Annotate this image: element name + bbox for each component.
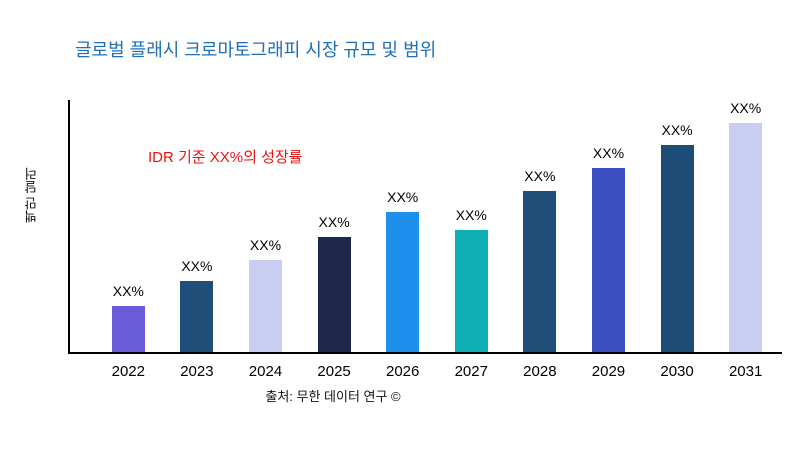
x-axis-tick-label: 2022 (111, 363, 145, 380)
bar-value-label: XX% (387, 188, 419, 205)
bar-slot: XX% 2027 (437, 100, 506, 380)
bar-value-label: XX% (592, 145, 625, 161)
bar-2024 (248, 260, 282, 352)
bar-2031 (729, 123, 763, 352)
x-axis-tick-label: 2027 (454, 363, 488, 380)
growth-annotation: IDR 기준 XX%의 성장률 (148, 149, 303, 166)
bar-value-label: XX% (455, 207, 487, 224)
x-axis-tick-label: 2026 (385, 363, 420, 380)
bar-value-label: XX% (112, 283, 144, 299)
bar-slot: XX% 2031 (711, 100, 780, 380)
chart-title: 글로벌 플래시 크로마토그래피 시장 규모 및 범위 (75, 40, 437, 60)
bar-value-label: XX% (661, 122, 693, 138)
bar-value-label: XX% (524, 168, 556, 184)
bar-slot: XX% 2026 (368, 100, 437, 380)
x-axis-tick-label: 2031 (728, 363, 763, 380)
bars: XX% 2022 XX% 2023 XX% 2024 XX% 2025 XX% 2026 XX% 20… (94, 100, 780, 380)
bar-2027 (454, 230, 488, 352)
x-axis-tick-label: 2028 (523, 363, 557, 380)
x-axis-tick-label: 2025 (317, 363, 351, 380)
x-axis-tick-label: 2030 (660, 363, 694, 380)
bar-2029 (591, 168, 625, 352)
x-axis-tick-label: 2024 (248, 363, 283, 380)
plot-area: XX% 2022 XX% 2023 XX% 2024 XX% 2025 XX% 2026 XX% 20… (68, 100, 782, 380)
bar-slot: XX% 2030 (643, 100, 712, 380)
bar-value-label: XX% (249, 237, 282, 253)
bar-2026 (386, 211, 420, 352)
x-axis-tick-label: 2023 (180, 363, 214, 380)
bar-slot: XX% 2023 (163, 100, 232, 380)
bar-slot: XX% 2029 (574, 100, 643, 380)
bar-2030 (660, 145, 694, 352)
bar-value-label: XX% (181, 257, 213, 274)
bar-slot: XX% 2024 (231, 100, 300, 380)
bar-slot: XX% 2028 (506, 100, 575, 380)
bar-2025 (317, 237, 351, 352)
x-axis-tick-label: 2029 (591, 363, 626, 380)
bar-2022 (111, 306, 145, 352)
bar-2023 (180, 280, 214, 352)
bar-slot: XX% 2022 (94, 100, 163, 380)
source-note: 출처: 무한 데이터 연구 © (265, 389, 401, 404)
bar-value-label: XX% (730, 100, 762, 116)
bar-value-label: XX% (318, 214, 350, 230)
bar-slot: XX% 2025 (300, 100, 369, 380)
bar-2028 (523, 191, 557, 352)
y-axis-label: 백만 달러 (24, 167, 39, 223)
